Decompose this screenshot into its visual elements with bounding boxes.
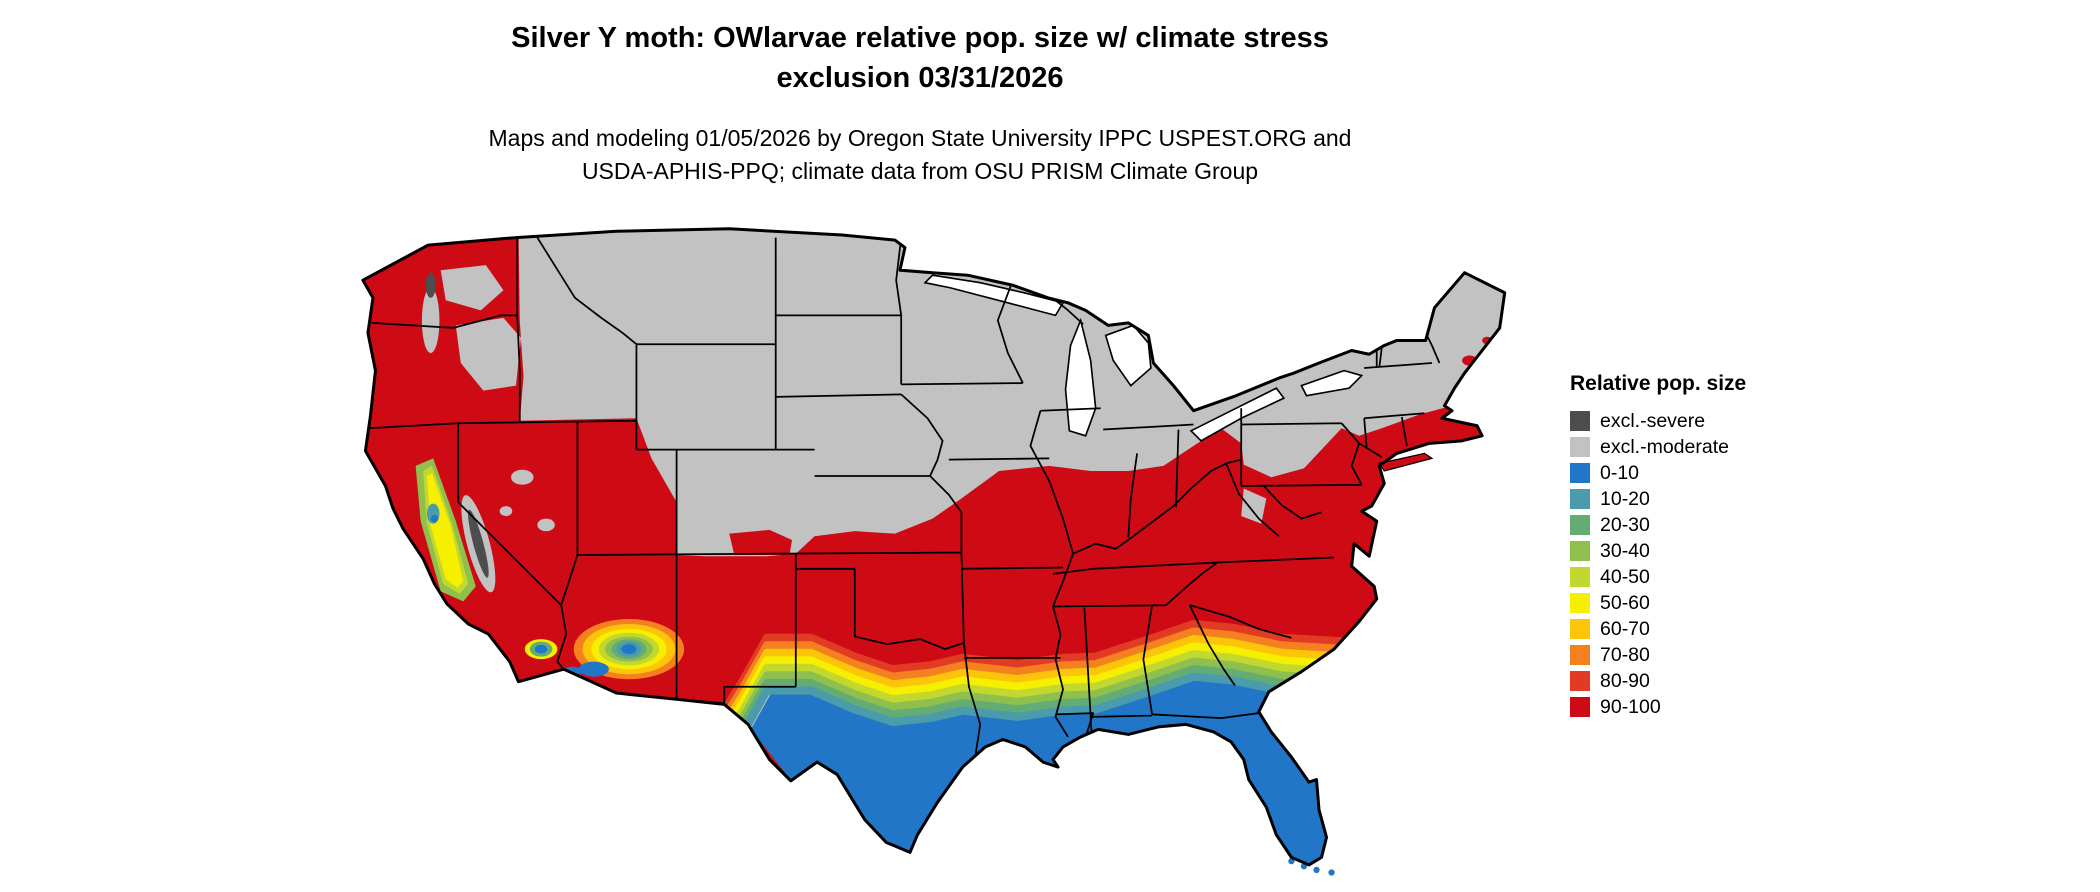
keys-dot-3	[1313, 866, 1320, 874]
us-map	[300, 220, 1535, 885]
legend-swatch-excl-severe	[1570, 411, 1590, 431]
legend-swatch-80-90	[1570, 671, 1590, 691]
legend-swatch-70-80	[1570, 645, 1590, 665]
legend-row: 60-70	[1570, 616, 1746, 642]
legend-row: 10-20	[1570, 486, 1746, 512]
legend-row: 40-50	[1570, 564, 1746, 590]
valley-delta-0-10	[430, 514, 439, 523]
legend-label: 40-50	[1600, 565, 1650, 588]
map-subtitle: Maps and modeling 01/05/2026 by Oregon S…	[0, 122, 1840, 189]
legend-label: 10-20	[1600, 487, 1650, 510]
cascades-gray	[421, 287, 440, 353]
legend-swatch-40-50	[1570, 567, 1590, 587]
ca-desert-0-10	[534, 644, 548, 654]
region-gray-nevada-3	[499, 506, 513, 517]
map-subtitle-line2: USDA-APHIS-PPQ; climate data from OSU PR…	[581, 158, 1259, 185]
central-valley	[415, 458, 476, 602]
legend-swatch-50-60	[1570, 593, 1590, 613]
legend-title: Relative pop. size	[1570, 372, 1747, 395]
legend-swatch-excl-moderate	[1570, 437, 1590, 457]
map-title-line1: Silver Y moth: OWlarvae relative pop. si…	[511, 22, 1329, 54]
region-gray-ne-oregon	[455, 317, 522, 391]
region-gray-nevada-1	[510, 469, 534, 485]
great-lakes	[923, 274, 1364, 442]
legend-label: 20-30	[1600, 513, 1650, 536]
region-gray-west-virginia	[1241, 488, 1267, 524]
legend-row: 30-40	[1570, 538, 1746, 564]
sierra-severe	[468, 509, 489, 578]
california-desert-rings	[524, 639, 558, 660]
map-title-line2: exclusion 03/31/2026	[776, 62, 1064, 95]
lake-erie	[1189, 387, 1286, 442]
map-subtitle-line1: Maps and modeling 01/05/2026 by Oregon S…	[488, 125, 1352, 151]
legend-label: 80-90	[1600, 669, 1650, 692]
legend-label: excl.-moderate	[1600, 435, 1729, 458]
legend-swatch-20-30	[1570, 515, 1590, 535]
legend-row: 70-80	[1570, 642, 1746, 668]
region-90-100-south-colorado	[729, 529, 793, 556]
legend-swatch-90-100	[1570, 697, 1590, 717]
legend-swatch-30-40	[1570, 541, 1590, 561]
legend-swatch-0-10	[1570, 463, 1590, 483]
lake-michigan	[1064, 317, 1097, 437]
us-map-svg	[361, 227, 1507, 876]
legend-label: 0-10	[1600, 461, 1640, 484]
legend-row: excl.-moderate	[1570, 434, 1746, 460]
lake-ontario	[1300, 369, 1364, 397]
legend-label: excl.-severe	[1600, 409, 1706, 432]
us-outline	[361, 227, 1507, 867]
legend-row: 0-10	[1570, 460, 1746, 486]
arizona-desert-rings	[563, 619, 685, 680]
lake-superior	[923, 274, 1065, 317]
region-90-100-main	[362, 230, 1495, 710]
keys-dot-4	[1328, 869, 1335, 876]
az-ring-0-10	[621, 644, 637, 655]
cascades-severe	[425, 272, 436, 298]
mountain-exclusions	[421, 272, 496, 593]
valley-50-60	[426, 473, 464, 588]
legend-swatch-10-20	[1570, 489, 1590, 509]
region-gray-central-washington	[440, 265, 504, 311]
legend-row: excl.-severe	[1570, 408, 1746, 434]
legend-label: 60-70	[1600, 617, 1650, 640]
legend-label: 50-60	[1600, 591, 1650, 614]
long-island	[1378, 452, 1434, 472]
map-title: Silver Y moth: OWlarvae relative pop. si…	[0, 18, 1840, 98]
region-gray-nevada-2	[537, 518, 555, 532]
band-10-20	[720, 672, 1389, 768]
legend-swatch-60-70	[1570, 619, 1590, 639]
legend-row: 50-60	[1570, 590, 1746, 616]
legend-label: 30-40	[1600, 539, 1650, 562]
map-legend: Relative pop. size excl.-severe excl.-mo…	[1570, 372, 1746, 720]
legend-row: 80-90	[1570, 668, 1746, 694]
legend-label: 70-80	[1600, 643, 1650, 666]
legend-label: 90-100	[1600, 695, 1661, 718]
az-southwest-blue	[578, 661, 609, 677]
legend-row: 90-100	[1570, 694, 1746, 720]
legend-row: 20-30	[1570, 512, 1746, 538]
